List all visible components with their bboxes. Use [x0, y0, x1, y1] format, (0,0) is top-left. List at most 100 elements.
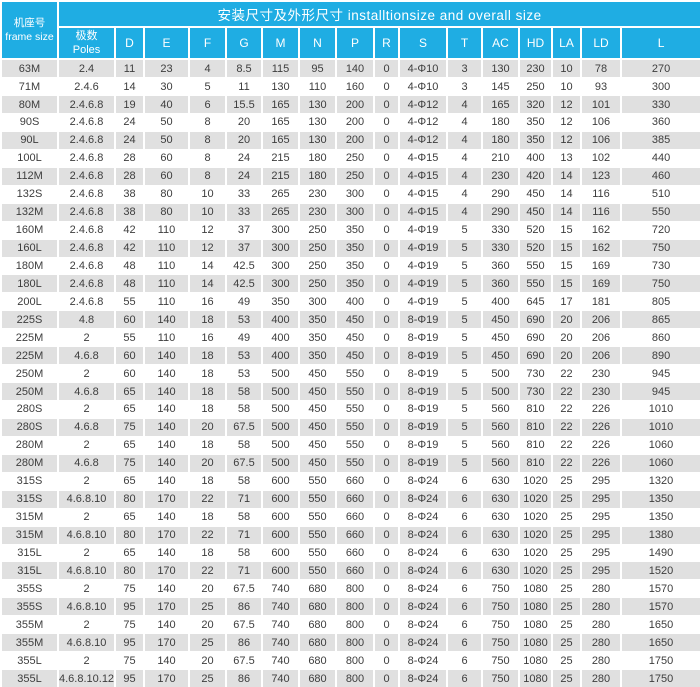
- dimension-value-cell: 78: [580, 58, 622, 78]
- dimension-value-cell: 0: [373, 95, 400, 114]
- dimension-value-cell: 18: [188, 400, 227, 419]
- frame-size-header-cn: 机座号: [13, 16, 46, 29]
- dimension-value-cell: 320: [518, 95, 553, 114]
- dimension-value-cell: 450: [298, 417, 337, 437]
- dimension-value-cell: 140: [143, 364, 190, 383]
- dimension-value-cell: 8-Φ19: [398, 382, 448, 401]
- dimension-value-cell: 180: [298, 166, 337, 186]
- dimension-value-cell: 2: [57, 435, 116, 455]
- dimension-value-cell: 230: [580, 364, 622, 383]
- dimension-value-cell: 360: [481, 274, 520, 293]
- dimension-value-cell: 226: [580, 417, 622, 437]
- dimension-value-cell: 140: [143, 400, 190, 419]
- dimension-value-cell: 0: [373, 400, 400, 419]
- dimension-value-cell: 49: [225, 328, 263, 347]
- dimension-value-cell: 140: [143, 579, 190, 598]
- dimension-value-cell: 38: [114, 184, 145, 204]
- dimension-value-cell: 600: [261, 543, 300, 562]
- dimension-value-cell: 4-Φ19: [398, 274, 448, 293]
- dimension-value-cell: 12: [551, 130, 582, 150]
- dimension-value-cell: 200: [335, 130, 375, 150]
- dimension-value-cell: 5: [446, 364, 483, 383]
- dimension-value-cell: 210: [481, 148, 520, 168]
- dimension-value-cell: 0: [373, 166, 400, 186]
- dimension-value-cell: 385: [619, 130, 700, 150]
- table-row: 280M 4.6.8 75 140 20 67.5 500 450 550 0 8-Φ19 5 560 8…: [0, 453, 700, 473]
- column-header-L: L: [619, 26, 700, 60]
- dimension-value-cell: 630: [481, 489, 520, 509]
- dimension-value-cell: 550: [518, 256, 553, 275]
- dimension-value-cell: 8-Φ19: [398, 435, 448, 455]
- dimension-value-cell: 690: [518, 310, 553, 329]
- dimension-value-cell: 450: [298, 435, 337, 455]
- dimension-value-cell: 4.6.8: [57, 453, 116, 473]
- dimension-value-cell: 8-Φ24: [398, 543, 448, 562]
- dimension-value-cell: 65: [114, 400, 145, 419]
- dimension-value-cell: 24: [114, 113, 145, 132]
- dimension-value-cell: 550: [298, 543, 337, 562]
- dimension-value-cell: 75: [114, 417, 145, 437]
- dimension-value-cell: 170: [143, 633, 190, 652]
- dimension-value-cell: 400: [261, 346, 300, 365]
- dimension-value-cell: 60: [114, 364, 145, 383]
- dimension-value-cell: 350: [298, 328, 337, 347]
- dimension-value-cell: 2: [57, 543, 116, 562]
- dimension-value-cell: 295: [580, 543, 622, 562]
- dimension-value-cell: 58: [225, 507, 263, 527]
- dimension-value-cell: 680: [298, 597, 337, 616]
- dimension-value-cell: 550: [335, 435, 375, 455]
- dimension-value-cell: 600: [261, 507, 300, 527]
- column-header-P: P: [335, 26, 375, 60]
- frame-size-cell: 180L: [0, 274, 59, 293]
- frame-size-header: 机座号 frame size: [0, 0, 59, 60]
- dimension-value-cell: 420: [518, 166, 553, 186]
- dimension-value-cell: 25: [551, 579, 582, 598]
- dimension-value-cell: 95: [114, 633, 145, 652]
- dimension-value-cell: 67.5: [225, 651, 263, 670]
- dimension-value-cell: 145: [481, 77, 520, 96]
- frame-size-cell: 200L: [0, 292, 59, 311]
- dimension-value-cell: 300: [335, 184, 375, 204]
- dimension-value-cell: 300: [335, 202, 375, 222]
- dimension-value-cell: 0: [373, 130, 400, 150]
- dimension-value-cell: 38: [114, 202, 145, 222]
- dimension-value-cell: 550: [619, 202, 700, 222]
- dimension-value-cell: 660: [335, 489, 375, 509]
- dimension-value-cell: 440: [619, 148, 700, 168]
- dimension-value-cell: 800: [335, 669, 375, 687]
- frame-size-cell: 225M: [0, 328, 59, 347]
- dimension-value-cell: 2: [57, 651, 116, 670]
- dimension-value-cell: 4.8: [57, 310, 116, 329]
- dimension-value-cell: 6: [446, 597, 483, 616]
- dimension-value-cell: 2.4.6: [57, 77, 116, 96]
- dimension-value-cell: 53: [225, 346, 263, 365]
- dimension-value-cell: 350: [335, 238, 375, 257]
- dimension-value-cell: 60: [114, 310, 145, 329]
- dimension-value-cell: 330: [481, 238, 520, 257]
- dimension-value-cell: 0: [373, 561, 400, 580]
- dimension-value-cell: 65: [114, 435, 145, 455]
- table-row: 225M 2 55 110 16 49 400 350 450 0 8-Φ19 5 450 690 20 20…: [0, 328, 700, 347]
- frame-size-cell: 355L: [0, 669, 59, 687]
- dimension-value-cell: 550: [298, 507, 337, 527]
- dimension-value-cell: 14: [551, 166, 582, 186]
- dimension-value-cell: 95: [298, 58, 337, 78]
- column-header-D: D: [114, 26, 145, 60]
- dimension-value-cell: 15: [551, 256, 582, 275]
- table-body: 63M 2.4 11 23 4 8.5 115 95 140 0 4-Φ10 3 130 230 10 78 2…: [0, 58, 700, 687]
- dimension-value-cell: 18: [188, 543, 227, 562]
- dimension-value-cell: 550: [335, 400, 375, 419]
- frame-size-cell: 280S: [0, 400, 59, 419]
- dimension-value-cell: 8: [188, 166, 227, 186]
- dimension-value-cell: 13: [551, 148, 582, 168]
- dimension-value-cell: 865: [619, 310, 700, 329]
- dimension-value-cell: 1080: [518, 579, 553, 598]
- dimension-value-cell: 3: [446, 58, 483, 78]
- dimension-value-cell: 18: [188, 382, 227, 401]
- dimension-value-cell: 53: [225, 310, 263, 329]
- dimension-value-cell: 86: [225, 633, 263, 652]
- dimension-value-cell: 20: [551, 328, 582, 347]
- frame-size-cell: 132M: [0, 202, 59, 222]
- dimension-value-cell: 500: [481, 382, 520, 401]
